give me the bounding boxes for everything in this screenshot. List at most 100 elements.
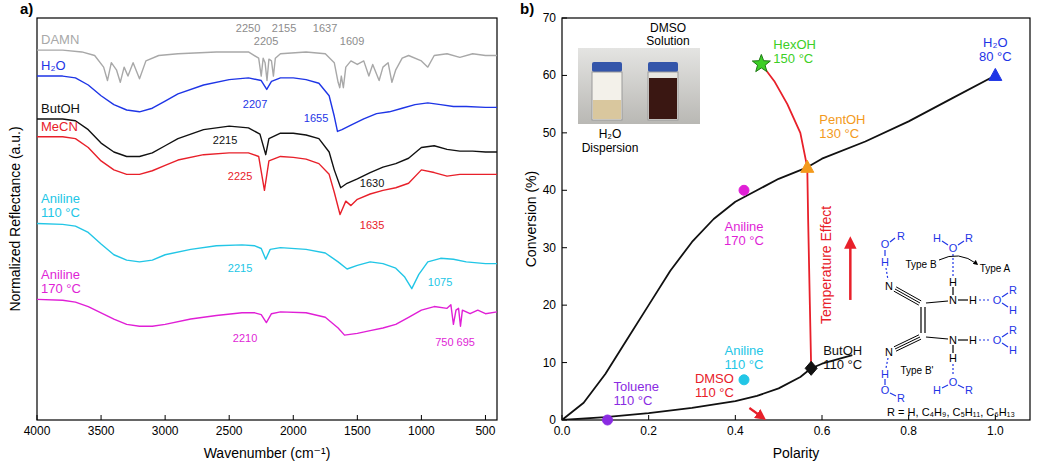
- bond: [926, 301, 948, 303]
- atom-label: N: [885, 346, 893, 358]
- type-arrow: [939, 256, 977, 264]
- atom-label: H: [1009, 344, 1017, 356]
- band-label: 1630: [360, 177, 384, 189]
- atom-label: H: [1009, 304, 1017, 316]
- x-tick-label: 2500: [216, 424, 243, 438]
- bond: [958, 241, 964, 245]
- band-label: 1609: [340, 35, 364, 47]
- text-line: MeCN: [41, 119, 78, 134]
- plot-frame: [562, 18, 1030, 420]
- bond: [896, 287, 921, 301]
- y-tick-label: 30: [543, 241, 557, 255]
- x-tick-label: 4000: [24, 424, 51, 438]
- x-tick: [293, 415, 294, 420]
- point: [739, 375, 749, 385]
- text-line: 110 °C: [823, 357, 862, 372]
- atom-label: O: [881, 238, 890, 250]
- text-line: 110 °C: [695, 385, 734, 400]
- x-tick: [908, 415, 909, 420]
- vial-glass: [648, 72, 678, 120]
- bond: [1002, 333, 1008, 337]
- x-tick: [995, 415, 996, 420]
- bond: [895, 289, 920, 303]
- atom-label: O: [881, 384, 890, 396]
- point-label: Toluene110 °C: [614, 379, 660, 408]
- panel: H₂ODispersionDMSOSolutionNNNHHNHHOHRORHO…: [520, 0, 1030, 461]
- series-line: [562, 75, 995, 420]
- x-tick-label: 1500: [344, 424, 371, 438]
- y-tick-label: 0: [549, 413, 556, 427]
- vial-liquid: [649, 78, 677, 119]
- bond: [894, 291, 919, 305]
- band-label: 2215: [228, 262, 252, 274]
- point-label: Aniline110 °C: [724, 342, 763, 371]
- bond: [894, 335, 919, 347]
- text-line: Dispersion: [582, 141, 639, 155]
- x-tick-label: 0.8: [900, 424, 917, 438]
- x-tick-label: 0.0: [554, 424, 571, 438]
- series-label: ButOH: [41, 101, 80, 116]
- h-bond: [886, 358, 888, 368]
- x-tick: [165, 415, 166, 420]
- h-bond: [979, 339, 991, 340]
- x-tick: [822, 415, 823, 420]
- text-line: H₂O: [41, 58, 66, 73]
- panel: 4000350030002500200015001000500Wavenumbe…: [7, 0, 497, 461]
- figure: 4000350030002500200015001000500Wavenumbe…: [0, 0, 1039, 469]
- band-label: 2250: [236, 22, 260, 34]
- band-label: 1655: [304, 112, 328, 124]
- text-line: ButOH: [41, 101, 80, 116]
- x-tick: [229, 415, 230, 420]
- point: [749, 408, 763, 418]
- x-tick-label: 3500: [88, 424, 115, 438]
- annotation-arrow: [849, 240, 852, 300]
- bond: [942, 385, 948, 388]
- atom-label: O: [949, 376, 958, 388]
- atom-label: O: [993, 294, 1002, 306]
- x-axis-title: Wavenumber (cm⁻¹): [204, 445, 331, 461]
- text-line: Aniline: [724, 342, 763, 357]
- text-line: Aniline: [724, 219, 763, 234]
- bond: [890, 393, 896, 396]
- atom-label: H: [933, 232, 941, 244]
- y-axis-title: Conversion (%): [523, 171, 539, 267]
- marker-shape: [749, 408, 763, 418]
- band-label: 2215: [213, 134, 237, 146]
- text-line: H₂O: [599, 127, 622, 141]
- points: [603, 54, 1002, 425]
- atom-label: O: [949, 242, 958, 254]
- atom-label: O: [993, 334, 1002, 346]
- x-tick-label: 0.2: [640, 424, 657, 438]
- type-label: Type B': [900, 365, 933, 376]
- point: [805, 361, 817, 375]
- band-label: 2205: [254, 35, 278, 47]
- x-tick-label: 1000: [408, 424, 435, 438]
- atom-label: H: [881, 256, 889, 268]
- x-tick: [648, 415, 649, 420]
- x-tick-label: 2000: [280, 424, 307, 438]
- y-tick: [562, 132, 567, 133]
- band-label: 750 695: [435, 336, 475, 348]
- text-line: H₂O: [983, 35, 1008, 50]
- series-label: H₂O: [41, 58, 66, 73]
- text-line: Solution: [646, 34, 689, 48]
- text-line: DMSO: [695, 371, 734, 386]
- text-line: Aniline: [41, 191, 80, 206]
- series-label: DAMN: [41, 32, 79, 47]
- atom-label: H: [969, 334, 977, 346]
- y-tick-label: 70: [543, 11, 557, 25]
- marker-shape: [989, 68, 1002, 80]
- text-line: 110 °C: [725, 356, 764, 371]
- annotation: Temperature Effect: [818, 206, 834, 324]
- x-axis-title: Polarity: [773, 445, 820, 461]
- point-label: Aniline170 °C: [724, 219, 764, 248]
- band-label: 2210: [233, 332, 257, 344]
- bond: [920, 307, 921, 333]
- x-tick-label: 3000: [152, 424, 179, 438]
- y-tick-label: 20: [543, 298, 557, 312]
- y-tick-label: 40: [543, 183, 557, 197]
- x-tick: [735, 415, 736, 420]
- series-label: MeCN: [41, 119, 78, 134]
- atom-label: R: [897, 230, 905, 242]
- atom-label: H: [881, 368, 889, 380]
